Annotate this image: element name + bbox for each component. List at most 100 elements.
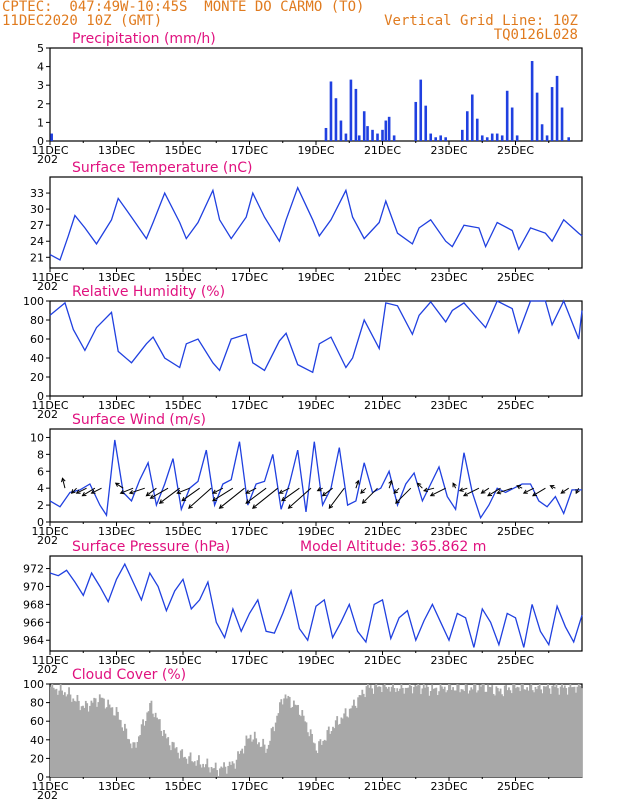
- cloud-bar: [534, 686, 537, 777]
- rh-ytick-label: 40: [30, 352, 44, 365]
- pressure-title: Surface Pressure (hPa): [72, 539, 230, 555]
- cloud-bar: [213, 768, 216, 777]
- cloud-xtick-label: 13DEC: [98, 780, 135, 793]
- wind-vector-head: [360, 489, 365, 494]
- cloud-bar: [223, 762, 225, 777]
- cloud-bar: [427, 686, 429, 777]
- precip-bar: [329, 81, 333, 141]
- cloud-bar: [485, 691, 488, 777]
- cloud-bar: [51, 684, 54, 777]
- cloud-bar: [98, 694, 101, 777]
- cloud-bar: [283, 698, 286, 777]
- cloud-bar: [263, 744, 266, 777]
- cloud-bar: [380, 692, 383, 777]
- wind-vector: [252, 487, 279, 509]
- wind-vector: [188, 487, 212, 509]
- wind-vector: [212, 487, 234, 502]
- pressure-xtick-label: 25DEC: [497, 654, 534, 667]
- cloud-bar: [387, 686, 390, 777]
- cloud-bar: [551, 685, 554, 777]
- cloud-bar: [538, 684, 541, 777]
- cloud-bar: [225, 773, 228, 777]
- pressure-frame: [49, 555, 583, 652]
- precip-xtick-label: 19DEC: [297, 144, 334, 157]
- precip-bar: [550, 87, 554, 141]
- precip-bar: [381, 129, 384, 141]
- wind-vector-head: [61, 477, 66, 483]
- cloud-bar: [244, 745, 246, 777]
- wind-vector-head: [532, 491, 537, 497]
- cloud-bar: [454, 690, 457, 777]
- cloud-bar: [86, 703, 89, 777]
- cloud-bar: [488, 686, 491, 777]
- cloud-bar: [354, 705, 357, 777]
- cloud-bar: [429, 691, 432, 777]
- cloud-bar: [248, 738, 251, 777]
- temp-line: [49, 186, 583, 261]
- pressure-xtick-label: 13DEC: [98, 654, 135, 667]
- cloud-bar: [379, 686, 382, 777]
- cloud-bar: [217, 775, 220, 777]
- cloud-bar: [280, 699, 283, 777]
- cloud-bar: [290, 707, 292, 777]
- cloud-xtick-label: 25DEC: [497, 780, 534, 793]
- cloud-bar: [575, 692, 577, 777]
- model-code: TQ0126L028: [493, 27, 578, 43]
- cloud-bar: [287, 695, 290, 777]
- cloud-bar: [478, 684, 481, 777]
- cloud-bar: [185, 758, 188, 777]
- cloud-bar: [316, 753, 319, 777]
- cloud-bar: [125, 728, 128, 777]
- vertical-grid-note: Vertical Grid Line: 10Z: [384, 13, 578, 29]
- cloud-bar: [76, 694, 79, 777]
- wind-vector-head: [181, 496, 187, 502]
- cloud-bar: [350, 708, 353, 777]
- cloud-bar: [281, 704, 284, 777]
- cloud-bar: [400, 684, 403, 777]
- cloud-bar: [548, 688, 551, 777]
- precip-bar: [485, 137, 489, 141]
- cloud-bar: [111, 707, 114, 777]
- cloud-bar: [146, 712, 149, 777]
- cloud-bar: [203, 767, 206, 777]
- precip-bar: [515, 135, 519, 141]
- cloud-ytick-label: 60: [30, 715, 44, 728]
- wind-vector-head: [316, 487, 322, 492]
- precip-xtick-label: 11DEC: [31, 144, 68, 157]
- cloud-bar: [286, 698, 288, 777]
- wind-vector-head: [176, 489, 182, 495]
- cloud-bar: [52, 687, 55, 777]
- wind-vector-head: [114, 482, 120, 487]
- wind-vector: [362, 487, 378, 504]
- cloud-bar: [151, 713, 154, 777]
- wind-vector: [91, 487, 102, 494]
- cloud-bar: [443, 686, 446, 777]
- wind-vector-head: [549, 485, 555, 490]
- cloud-xtick-label: 19DEC: [297, 780, 334, 793]
- precip-bar: [50, 133, 53, 141]
- cloud-bar: [572, 686, 575, 777]
- cloud-bar: [156, 717, 158, 777]
- wind-line: [49, 439, 582, 520]
- wind-vector-head: [458, 487, 464, 492]
- precip-bar: [349, 79, 353, 141]
- cloud-bar: [386, 688, 389, 777]
- wind-vector-head: [416, 482, 422, 488]
- temp-title: Surface Temperature (nC): [72, 160, 253, 176]
- cloud-bar: [403, 693, 406, 777]
- precip-bar: [470, 94, 474, 141]
- wind-vector-head: [462, 492, 468, 497]
- cloud-bar: [555, 684, 558, 777]
- cloud-bar: [570, 687, 573, 777]
- cloud-bar: [522, 684, 524, 777]
- cloud-bar: [459, 692, 461, 777]
- precip-bar: [376, 133, 379, 141]
- cloud-bar: [84, 700, 87, 777]
- cloud-bar: [441, 686, 443, 777]
- cloud-bar: [482, 684, 485, 777]
- wind-vector-head: [211, 489, 217, 494]
- cloud-bar: [83, 707, 86, 777]
- wind-xtick-label: 17DEC: [231, 525, 268, 538]
- cloud-bar: [130, 748, 133, 777]
- cloud-bar: [434, 688, 436, 777]
